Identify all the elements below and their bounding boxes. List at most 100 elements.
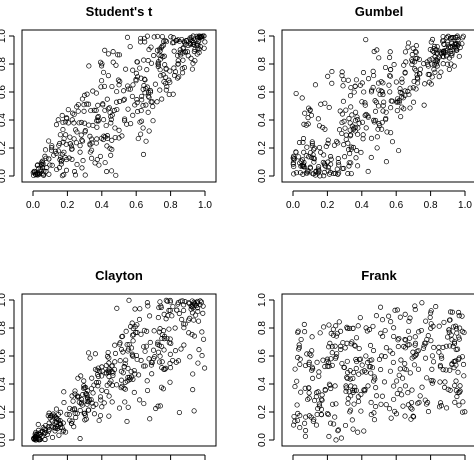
- scatter-point: [361, 387, 367, 393]
- scatter-point: [182, 299, 188, 305]
- scatter-point: [157, 299, 163, 305]
- scatter-point: [397, 366, 403, 372]
- scatter-point: [104, 382, 110, 388]
- scatter-point: [341, 365, 347, 371]
- scatter-point: [162, 38, 168, 44]
- scatter-point: [93, 140, 99, 146]
- scatter-point: [197, 298, 203, 304]
- scatter-point: [39, 170, 45, 176]
- scatter-point: [390, 350, 396, 357]
- scatter-point: [325, 137, 331, 143]
- scatter-point: [353, 356, 359, 363]
- scatter-point: [128, 345, 135, 351]
- scatter-point: [428, 39, 434, 45]
- scatter-point: [123, 328, 129, 334]
- scatter-point: [343, 388, 349, 395]
- scatter-point: [326, 360, 332, 366]
- scatter-point: [419, 300, 425, 306]
- scatter-point: [202, 365, 208, 371]
- scatter-point: [378, 79, 384, 85]
- scatter-point: [64, 411, 70, 417]
- scatter-point: [368, 412, 374, 418]
- scatter-point: [428, 308, 434, 314]
- scatter-point: [372, 98, 378, 104]
- scatter-point: [79, 137, 85, 143]
- y-tick-label: 0.0: [257, 169, 268, 183]
- scatter-point: [104, 96, 110, 102]
- scatter-point: [322, 363, 328, 370]
- scatter-point: [340, 98, 346, 104]
- scatter-point: [330, 170, 337, 176]
- scatter-point: [84, 91, 90, 97]
- scatter-point: [57, 132, 63, 138]
- y-tick-label: 0.6: [257, 85, 268, 99]
- scatter-point: [345, 77, 351, 83]
- scatter-point: [416, 329, 422, 335]
- scatter-point: [139, 93, 145, 99]
- scatter-point: [410, 413, 416, 419]
- scatter-point: [116, 135, 122, 141]
- scatter-point: [166, 91, 172, 98]
- scatter-point: [425, 71, 431, 78]
- scatter-point: [297, 356, 303, 362]
- scatter-point: [123, 66, 129, 72]
- scatter-point: [114, 106, 120, 113]
- scatter-point: [403, 59, 409, 65]
- scatter-point: [383, 159, 389, 165]
- scatter-point: [447, 309, 454, 315]
- plot-frame: [21, 293, 217, 447]
- scatter-point: [141, 401, 147, 407]
- scatter-point: [333, 401, 339, 407]
- scatter-point: [379, 317, 386, 323]
- scatter-point: [124, 34, 131, 40]
- scatter-point: [187, 354, 193, 360]
- scatter-point: [367, 342, 374, 349]
- scatter-point: [201, 336, 207, 342]
- scatter-point: [442, 379, 448, 385]
- scatter-point: [39, 158, 46, 164]
- scatter-point: [328, 156, 334, 162]
- scatter-point: [137, 306, 143, 312]
- scatter-point: [112, 134, 118, 141]
- scatter-point: [191, 317, 197, 323]
- scatter-point: [368, 154, 374, 161]
- scatter-point: [116, 82, 122, 88]
- scatter-point: [331, 421, 337, 427]
- scatter-point: [309, 348, 315, 354]
- scatter-point: [309, 364, 315, 370]
- scatter-point: [105, 349, 111, 356]
- scatter-point: [355, 117, 361, 123]
- y-tick-label: 0.8: [0, 57, 8, 71]
- scatter-point: [160, 42, 166, 49]
- scatter-point: [410, 58, 416, 64]
- scatter-point: [418, 327, 424, 334]
- scatter-point: [305, 115, 311, 121]
- scatter-point: [350, 325, 356, 331]
- scatter-point: [327, 382, 333, 389]
- scatter-point: [436, 323, 442, 329]
- scatter-point: [163, 365, 169, 371]
- scatter-point: [43, 155, 49, 161]
- scatter-point: [91, 411, 98, 417]
- scatter-point: [397, 89, 403, 95]
- scatter-point: [115, 77, 121, 83]
- scatter-point: [415, 366, 422, 372]
- scatter-point: [105, 73, 111, 79]
- scatter-point: [393, 79, 399, 85]
- scatter-point: [352, 83, 358, 89]
- scatter-point: [88, 386, 95, 392]
- scatter-point: [77, 143, 83, 149]
- scatter-point: [194, 33, 200, 39]
- scatter-point: [163, 316, 169, 322]
- scatter-point: [155, 339, 161, 345]
- scatter-point: [179, 66, 185, 72]
- scatter-point: [294, 417, 301, 424]
- scatter-point: [341, 142, 347, 148]
- scatter-point: [106, 105, 112, 111]
- scatter-point: [387, 89, 393, 95]
- scatter-point: [403, 337, 409, 343]
- scatter-point: [456, 355, 462, 361]
- scatter-point: [296, 344, 303, 351]
- scatter-point: [155, 315, 161, 321]
- scatter-point: [79, 399, 85, 405]
